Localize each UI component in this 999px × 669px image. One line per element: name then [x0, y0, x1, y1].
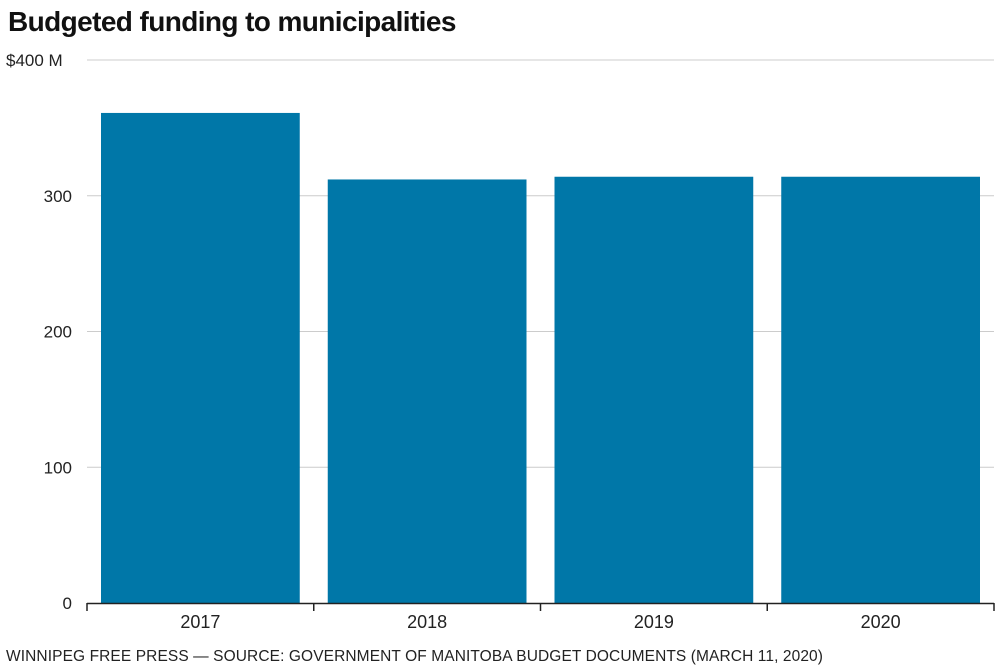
chart-title: Budgeted funding to municipalities: [8, 6, 456, 37]
y-tick-label: 300: [44, 187, 72, 206]
bar-2019: [554, 176, 754, 603]
bars: [101, 112, 980, 603]
y-tick-label: 100: [44, 458, 72, 477]
x-axis: [86, 602, 995, 611]
y-tick-label: 200: [44, 323, 72, 342]
x-tick-label: 2018: [407, 612, 447, 632]
y-tick-label: $400 M: [6, 51, 63, 70]
bar-2017: [101, 112, 300, 603]
y-axis-tick-labels: 0 100 200 300 $400 M: [6, 51, 72, 613]
source-note: WINNIPEG FREE PRESS — SOURCE: GOVERNMENT…: [6, 648, 824, 665]
x-tick-label: 2019: [634, 612, 674, 632]
x-axis-tick-labels: 2017 2018 2019 2020: [180, 612, 900, 632]
bar-2018: [327, 179, 527, 603]
bar-2020: [781, 176, 980, 603]
x-tick-label: 2017: [180, 612, 220, 632]
x-tick-label: 2020: [861, 612, 901, 632]
y-tick-label: 0: [63, 594, 72, 613]
